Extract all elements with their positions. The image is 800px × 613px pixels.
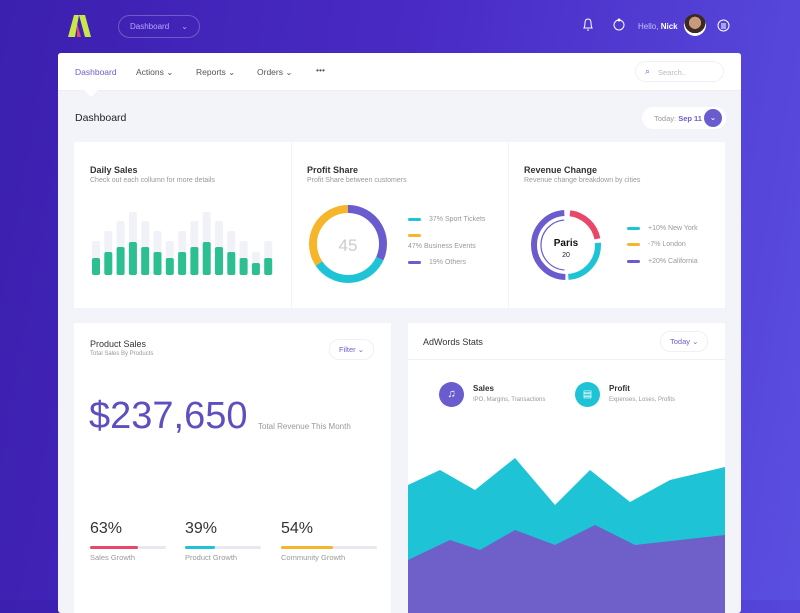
nav-active-indicator — [84, 90, 98, 97]
sales-title: Sales — [473, 384, 494, 393]
nav-bar: Dashboard Actions ⌄ Reports ⌄ Orders ⌄ •… — [58, 53, 741, 91]
legend-item: 19% Others — [408, 259, 466, 266]
revenue-amount: $237,650 — [89, 395, 248, 437]
adwords-stats-card: AdWords Stats Today ⌄ ♫ Sales IPO, Margi… — [408, 323, 725, 613]
bar — [202, 242, 211, 275]
card-title: Daily Sales — [90, 165, 138, 175]
revenue-label: Total Revenue This Month — [258, 422, 351, 431]
nav-more[interactable]: ••• — [316, 65, 325, 75]
bar — [251, 263, 260, 275]
bar — [128, 242, 137, 275]
profit-share-donut: 45 — [309, 205, 387, 283]
donut-center-label: Paris — [554, 238, 579, 249]
progress-fill — [90, 546, 138, 549]
legend-item: +10% New York — [627, 225, 698, 232]
search-icon: ⌕ — [645, 66, 651, 76]
profit-title: Profit — [609, 384, 630, 393]
progress-fill — [281, 546, 333, 549]
page-title: Dashboard — [75, 112, 127, 124]
revenue-change-donut: Paris 20 — [531, 210, 601, 280]
bar — [178, 252, 187, 275]
legend-item: -7% London — [627, 241, 686, 248]
bell-icon[interactable] — [582, 18, 594, 32]
donut-center-value: 45 — [339, 236, 358, 255]
legend-item: +20% California — [627, 258, 698, 265]
profit-subtitle: Expenses, Loses, Profits — [609, 397, 676, 403]
bar — [227, 252, 236, 275]
avatar[interactable] — [684, 14, 706, 36]
legend-item: 47% Business Events — [408, 232, 476, 250]
stat-sales-growth: 63% Sales Growth — [90, 520, 166, 562]
adwords-area-chart — [408, 458, 725, 613]
greeting: Hello, Nick — [638, 22, 678, 31]
notification-icon[interactable] — [612, 18, 626, 32]
chevron-down-icon[interactable]: ⌄ — [704, 109, 722, 127]
slice-sport-tickets — [309, 205, 387, 283]
stat-community-growth: 54% Community Growth — [281, 520, 377, 562]
bar — [141, 247, 150, 275]
sales-subtitle: IPO, Margins, Transactions — [473, 397, 546, 403]
bell-icon: ♫ — [439, 382, 464, 407]
revenue-change-card: Revenue Change Revenue change breakdown … — [509, 142, 725, 308]
daily-sales-chart — [92, 212, 273, 275]
profit-share-card: Profit Share Profit Share between custom… — [292, 142, 508, 308]
bar — [190, 247, 199, 275]
bar — [104, 252, 113, 275]
bar — [153, 252, 162, 275]
menu-icon[interactable] — [717, 19, 730, 32]
stat-product-growth: 39% Product Growth — [185, 520, 261, 562]
top-dashboard-dropdown[interactable]: Dashboard ⌄ — [118, 15, 200, 38]
area-series-profit — [408, 525, 725, 613]
daily-sales-card: Daily Sales Check out each collumn for m… — [74, 142, 291, 308]
range-dropdown[interactable]: Today ⌄ — [660, 331, 709, 352]
bar — [92, 258, 100, 275]
logo — [68, 15, 91, 37]
card-title: AdWords Stats — [423, 337, 483, 347]
product-sales-card: Product Sales Total Sales By Products Fi… — [74, 323, 391, 613]
bar — [165, 258, 174, 275]
document-icon: ▤ — [575, 382, 600, 407]
search-input[interactable]: ⌕ Search.. — [635, 61, 724, 82]
filter-button[interactable]: Filter ⌄ — [329, 339, 375, 360]
card-subtitle: Revenue change breakdown by cities — [524, 177, 641, 184]
slice-business-events — [309, 205, 387, 283]
bar — [239, 258, 248, 275]
card-title: Product Sales — [90, 339, 147, 349]
card-subtitle: Check out each collumn for more details — [90, 177, 215, 184]
dropdown-label: Dashboard — [130, 22, 170, 31]
nav-orders[interactable]: Orders ⌄ — [257, 67, 293, 77]
card-subtitle: Total Sales By Products — [90, 351, 154, 357]
card-subtitle: Profit Share between customers — [307, 177, 407, 184]
donut-center-value: 20 — [562, 252, 570, 259]
legend-item: 37% Sport Tickets — [408, 216, 485, 223]
progress-fill — [185, 546, 215, 549]
card-title: Revenue Change — [524, 165, 598, 175]
nav-reports[interactable]: Reports ⌄ — [196, 67, 236, 77]
bar — [116, 247, 125, 275]
bar — [215, 247, 223, 275]
nav-dashboard[interactable]: Dashboard — [75, 67, 117, 77]
chevron-down-icon: ⌄ — [181, 22, 188, 31]
bar — [264, 258, 273, 275]
main-panel: Dashboard Actions ⌄ Reports ⌄ Orders ⌄ •… — [58, 53, 741, 613]
nav-actions[interactable]: Actions ⌄ — [136, 67, 174, 77]
card-title: Profit Share — [307, 165, 359, 175]
divider — [408, 359, 725, 360]
